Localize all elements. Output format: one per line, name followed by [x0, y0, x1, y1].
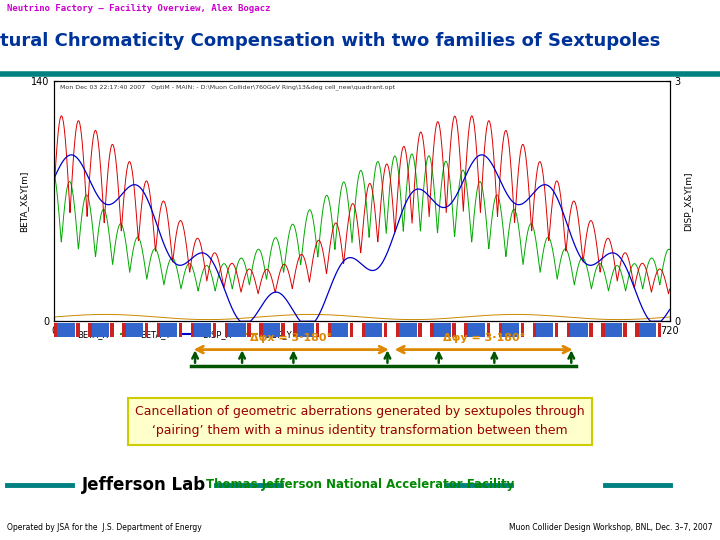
Bar	[90, 323, 109, 337]
Text: Cancellation of geometric aberrations generated by sextupoles through
‘pairing’ : Cancellation of geometric aberrations ge…	[135, 405, 585, 437]
Bar	[156, 323, 160, 337]
Bar	[397, 323, 416, 337]
Bar	[452, 323, 456, 337]
Bar	[282, 323, 285, 337]
Bar	[55, 323, 75, 337]
Text: Natural Chromaticity Compensation with two families of Sextupoles: Natural Chromaticity Compensation with t…	[0, 32, 660, 50]
Legend: BETA_X, BETA_Y, DISP_X, DISP_Y: BETA_X, BETA_Y, DISP_X, DISP_Y	[58, 330, 292, 339]
Y-axis label: BETA_X&Y[m]: BETA_X&Y[m]	[19, 171, 28, 232]
Bar	[567, 323, 570, 337]
Text: Mon Dec 03 22:17:40 2007   OptiM - MAIN: - D:\Muon Collider\760GeV Ring\13&deg c: Mon Dec 03 22:17:40 2007 OptiM - MAIN: -…	[60, 85, 395, 90]
Bar	[657, 323, 661, 337]
Y-axis label: DISP_X&Y[m]: DISP_X&Y[m]	[683, 171, 693, 231]
Bar	[603, 323, 621, 337]
Bar	[124, 323, 143, 337]
Bar	[145, 323, 148, 337]
Bar	[555, 323, 559, 337]
Bar	[637, 323, 656, 337]
Bar	[315, 323, 319, 337]
Bar	[418, 323, 422, 337]
Text: Muon Collider Design Workshop, BNL, Dec. 3–7, 2007: Muon Collider Design Workshop, BNL, Dec.…	[509, 523, 713, 532]
Bar	[361, 323, 365, 337]
Bar	[432, 323, 451, 337]
Bar	[179, 323, 182, 337]
Text: Δφx = 3·180°: Δφx = 3·180°	[250, 333, 333, 343]
Bar	[466, 323, 485, 337]
Bar	[295, 323, 314, 337]
Bar	[76, 323, 80, 337]
Bar	[54, 323, 58, 337]
Bar	[225, 323, 228, 337]
Bar	[624, 323, 627, 337]
Bar	[122, 323, 126, 337]
Bar	[110, 323, 114, 337]
Bar	[329, 323, 348, 337]
Bar	[328, 323, 331, 337]
Bar	[88, 323, 91, 337]
Bar	[192, 323, 212, 337]
Bar	[635, 323, 639, 337]
Text: Neutrino Factory – Facility Overview, Alex Bogacz: Neutrino Factory – Facility Overview, Al…	[7, 4, 271, 13]
Bar	[500, 323, 519, 337]
Bar	[498, 323, 502, 337]
Bar	[533, 323, 536, 337]
Bar	[261, 323, 279, 337]
Bar	[430, 323, 433, 337]
Bar	[384, 323, 387, 337]
Bar	[487, 323, 490, 337]
Bar	[569, 323, 588, 337]
Bar	[350, 323, 354, 337]
Bar	[601, 323, 605, 337]
Text: Operated by JSA for the  J.S. Department of Energy: Operated by JSA for the J.S. Department …	[7, 523, 202, 532]
Bar	[247, 323, 251, 337]
Bar	[213, 323, 217, 337]
Bar	[294, 323, 297, 337]
Bar	[158, 323, 177, 337]
Bar	[396, 323, 400, 337]
Text: Jefferson Lab: Jefferson Lab	[82, 476, 206, 494]
Bar	[534, 323, 553, 337]
Bar	[259, 323, 263, 337]
Bar	[521, 323, 524, 337]
Text: Δφy = 3·180°: Δφy = 3·180°	[443, 333, 525, 343]
Bar	[589, 323, 593, 337]
Bar	[191, 323, 194, 337]
Bar	[227, 323, 246, 337]
Text: Thomas Jefferson National Accelerator Facility: Thomas Jefferson National Accelerator Fa…	[206, 478, 514, 491]
Bar	[364, 323, 382, 337]
Bar	[464, 323, 468, 337]
